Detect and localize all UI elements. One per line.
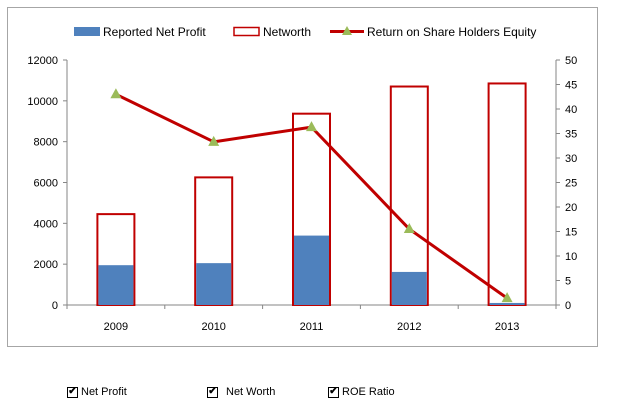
- x-tick-label: 2013: [495, 321, 519, 333]
- y-left-tick-label: 8000: [34, 137, 58, 149]
- y-left-tick-label: 12000: [27, 55, 58, 67]
- net-profit-bar: [98, 265, 134, 305]
- y-left-tick-label: 0: [52, 300, 58, 312]
- y-right-tick-label: 0: [565, 300, 571, 312]
- net-profit-bar: [294, 235, 329, 305]
- checkbox-roe-ratio[interactable]: ✔ ROE Ratio: [328, 386, 395, 398]
- roe-marker: [501, 292, 513, 303]
- checkbox-net-worth[interactable]: ✔ Net Worth: [207, 386, 275, 398]
- legend-swatch-roe-marker: [342, 26, 352, 35]
- roe-marker: [110, 88, 122, 99]
- checkbox-net-worth-box[interactable]: ✔: [207, 386, 218, 398]
- legend-swatch-networth: [233, 26, 260, 37]
- checkbox-roe-ratio-box[interactable]: ✔: [328, 386, 339, 398]
- y-left-tick-label: 4000: [34, 218, 58, 230]
- y-right-tick-label: 25: [565, 178, 577, 190]
- y-left-tick-label: 10000: [27, 96, 58, 108]
- y-right-tick-label: 30: [565, 153, 577, 165]
- y-left-tick-label: 2000: [34, 259, 58, 271]
- y-right-tick-label: 10: [565, 251, 577, 263]
- y-right-tick-label: 35: [565, 129, 577, 141]
- x-tick-label: 2012: [397, 321, 421, 333]
- roe-marker: [306, 121, 317, 132]
- legend-label-networth: Networth: [263, 25, 311, 39]
- net-profit-bar: [489, 302, 525, 305]
- y-right-tick-label: 45: [565, 80, 577, 92]
- x-tick-label: 2009: [104, 321, 128, 333]
- roe-marker: [403, 223, 415, 234]
- checkbox-roe-ratio-label: ROE Ratio: [342, 386, 395, 398]
- y-right-tick-label: 40: [565, 104, 577, 116]
- networth-bar: [487, 82, 527, 307]
- y-left-tick-label: 6000: [34, 178, 58, 190]
- roe-line: [110, 88, 513, 303]
- roe-marker: [208, 135, 220, 146]
- y-right-tick-label: 20: [565, 202, 577, 214]
- combo-chart: 0 2000 4000 6000 8000 10000 12000 0 5 10 15 20 25 30 3…: [27, 25, 577, 333]
- net-profit-bar: [391, 271, 427, 305]
- y-right-tick-label: 15: [565, 227, 577, 239]
- x-tick-label: 2010: [201, 321, 225, 333]
- axes: 0 2000 4000 6000 8000 10000 12000 0 5 10 15 20 25 30 3…: [27, 55, 577, 333]
- y-right-tick-label: 5: [565, 276, 571, 288]
- net-profit-bars: [98, 235, 525, 305]
- legend-label-roe: Return on Share Holders Equity: [367, 25, 536, 39]
- checkbox-net-profit-box[interactable]: ✔: [67, 386, 78, 398]
- checkbox-net-profit[interactable]: ✔ Net Profit: [67, 386, 127, 398]
- net-profit-bar: [196, 263, 232, 305]
- x-tick-label: 2011: [300, 321, 324, 333]
- legend: Reported Net Profit Networth Return on Sha…: [74, 25, 536, 39]
- legend-swatch-net-profit: [74, 27, 100, 36]
- y-right-tick-label: 50: [565, 55, 577, 67]
- checkbox-net-worth-label: Net Worth: [226, 386, 276, 398]
- checkbox-net-profit-label: Net Profit: [81, 386, 127, 398]
- legend-label-net-profit: Reported Net Profit: [103, 25, 206, 39]
